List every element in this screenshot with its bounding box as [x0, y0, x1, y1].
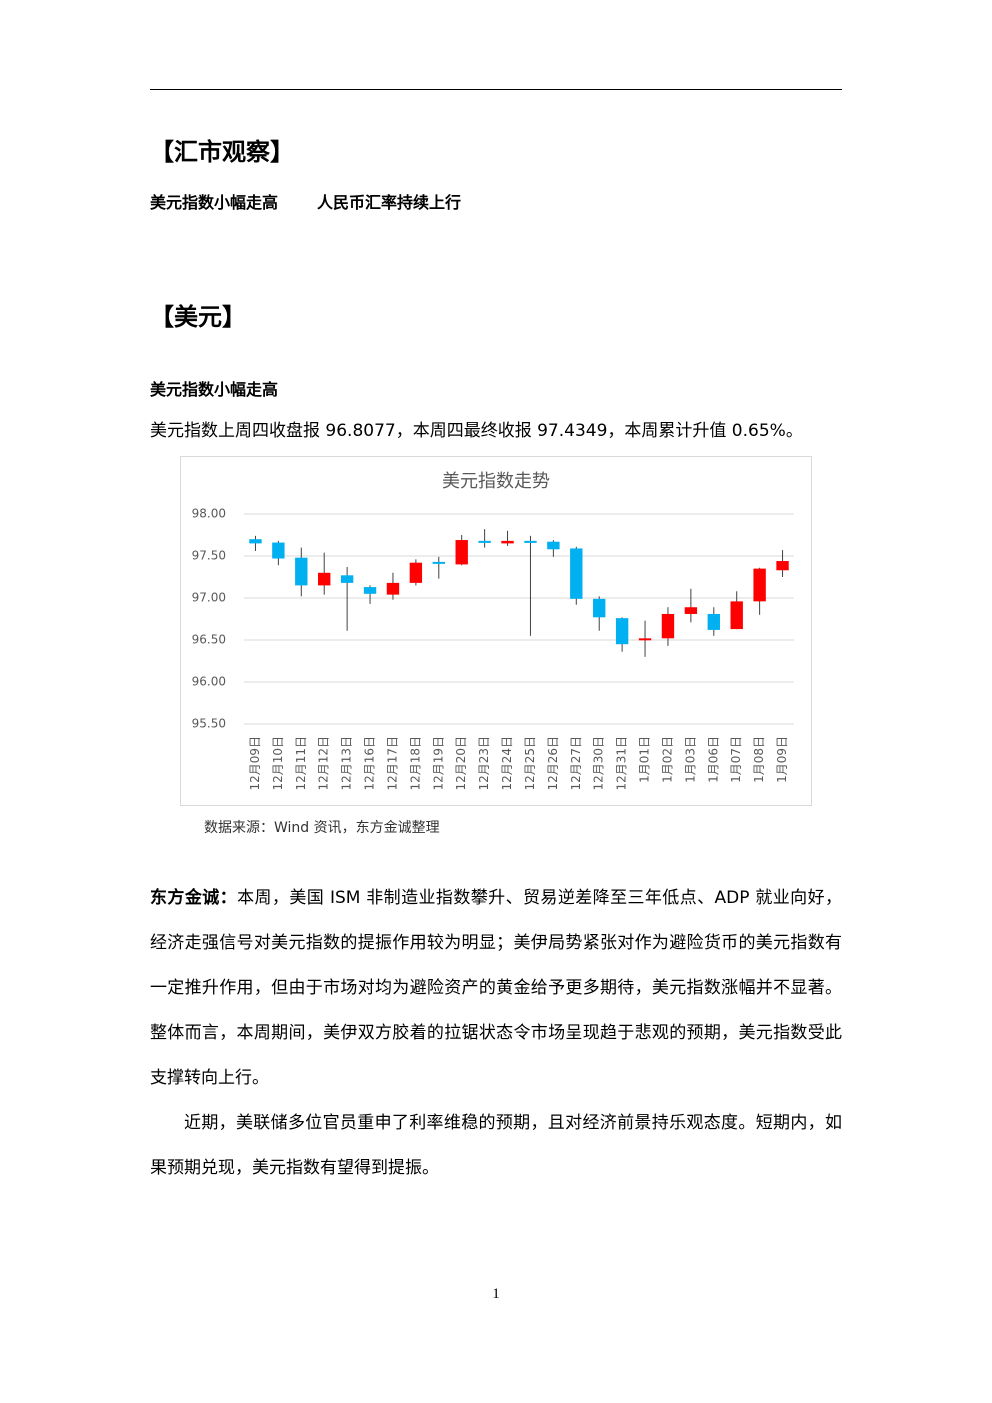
candle-body	[707, 613, 720, 630]
x-tick-label: 12月10日	[271, 736, 285, 791]
x-tick-label: 12月30日	[592, 736, 606, 791]
candle-body	[340, 575, 354, 583]
candle-body	[547, 541, 560, 550]
candle-body	[249, 539, 262, 544]
candle-body	[478, 540, 491, 543]
x-tick-label: 1月02日	[660, 736, 674, 783]
x-tick-label: 12月12日	[317, 736, 331, 791]
x-tick-label: 12月23日	[477, 736, 491, 791]
candle-body	[409, 562, 423, 583]
x-tick-label: 12月19日	[431, 736, 445, 791]
x-tick-label: 1月06日	[706, 736, 720, 783]
section-title: 【汇市观察】	[150, 138, 294, 166]
headline: 人民币汇率持续上行	[317, 193, 462, 212]
y-tick-label: 97.00	[192, 591, 226, 605]
x-tick-label: 1月08日	[752, 736, 766, 783]
y-tick-label: 95.50	[192, 717, 226, 731]
candle-body	[524, 540, 537, 543]
x-tick-label: 1月01日	[638, 736, 652, 783]
x-tick-label: 1月03日	[683, 736, 697, 783]
paragraph: 近期，美联储多位官员重申了利率维稳的预期，且对经济前景持乐观态度。短期内，如果预…	[150, 1113, 842, 1178]
candle-body	[363, 587, 377, 594]
chart: 美元指数走势 95.50 96.00 96.50 97.00 97.50 98.00 12月…	[180, 456, 812, 806]
x-tick-label: 12月31日	[615, 736, 629, 791]
summary: 美元指数上周四收盘报 96.8077，本周四最终收报 97.4349，本周累计升…	[150, 421, 803, 441]
candle-body	[386, 582, 400, 595]
candle-body	[730, 601, 743, 630]
candle-body	[432, 561, 445, 564]
page-number: 1	[492, 1286, 500, 1302]
y-tick-label: 98.00	[192, 507, 226, 521]
x-tick-label: 12月13日	[340, 736, 354, 791]
x-tick-label: 12月09日	[248, 736, 262, 791]
x-tick-label: 12月24日	[500, 736, 514, 791]
x-tick-label: 12月11日	[294, 736, 308, 791]
headline: 美元指数小幅走高	[150, 193, 279, 212]
x-tick-label: 1月09日	[775, 736, 789, 783]
x-tick-label: 12月20日	[454, 736, 468, 791]
x-tick-label: 12月18日	[408, 736, 422, 791]
x-tick-label: 12月25日	[523, 736, 537, 791]
candle-body	[753, 568, 766, 602]
x-tick-label: 12月16日	[363, 736, 377, 791]
candle-body	[272, 542, 285, 559]
chart-title: 美元指数走势	[442, 471, 550, 492]
x-tick-label: 12月17日	[385, 736, 399, 791]
candle-body	[455, 540, 468, 565]
y-tick-label: 96.50	[192, 633, 226, 647]
paragraph-text: 本周，美国 ISM 非制造业指数攀升、贸易逆差降至三年低点、ADP 就业向好，经…	[150, 888, 843, 1088]
candle-body	[501, 540, 514, 544]
headline: 美元指数小幅走高	[150, 380, 279, 399]
section-title: 【美元】	[150, 303, 246, 331]
candle-body	[570, 548, 583, 599]
x-tick-label: 12月27日	[569, 736, 583, 791]
candle-body	[776, 561, 789, 571]
candle-body	[615, 618, 629, 645]
paragraph-label: 东方金诚：	[150, 888, 238, 908]
x-tick-label: 1月07日	[729, 736, 743, 783]
paragraph: 东方金诚：本周，美国 ISM 非制造业指数攀升、贸易逆差降至三年低点、ADP 就…	[150, 876, 842, 1101]
y-tick-label: 96.00	[192, 675, 226, 689]
candle-body	[295, 557, 308, 586]
candle-body	[684, 607, 698, 614]
candle-body	[318, 572, 331, 586]
candle-body	[661, 613, 675, 639]
y-tick-label: 97.50	[192, 549, 226, 563]
x-tick-label: 12月26日	[546, 736, 560, 791]
candle-body	[593, 598, 606, 618]
chart-source: 数据来源：Wind 资讯，东方金诚整理	[204, 820, 440, 836]
candle-body	[638, 638, 652, 641]
header-rule	[150, 89, 842, 90]
